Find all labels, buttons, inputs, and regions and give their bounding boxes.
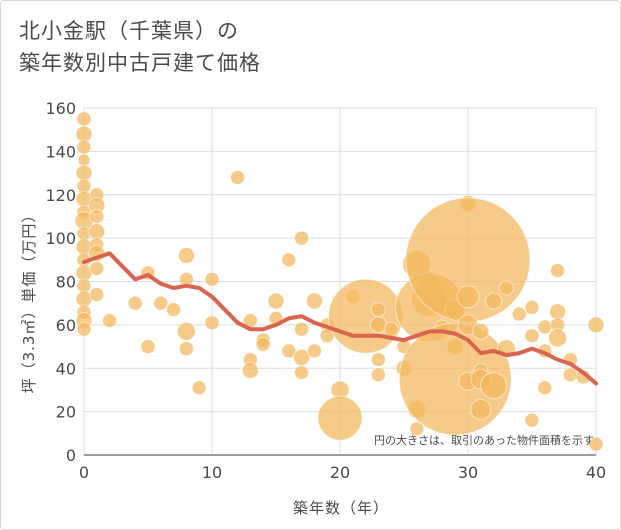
- y-tick-label: 0: [66, 446, 76, 465]
- x-tick-label: 10: [202, 463, 222, 482]
- y-tick-label: 160: [45, 99, 76, 118]
- data-bubble[interactable]: [383, 321, 399, 337]
- data-bubble[interactable]: [548, 328, 568, 348]
- data-bubble[interactable]: [294, 321, 310, 337]
- trend-line: [82, 251, 598, 386]
- data-bubble[interactable]: [537, 319, 553, 335]
- data-bubble[interactable]: [562, 367, 578, 383]
- data-bubble[interactable]: [524, 300, 540, 316]
- data-bubble[interactable]: [537, 380, 553, 396]
- data-bubble[interactable]: [191, 380, 207, 396]
- data-bubble[interactable]: [328, 278, 404, 354]
- data-bubble[interactable]: [241, 361, 259, 379]
- chart-title: 北小金駅（千葉県）の 築年数別中古戸建て価格: [19, 15, 261, 79]
- data-bubble[interactable]: [306, 343, 322, 359]
- data-bubble[interactable]: [77, 153, 91, 167]
- data-bubble[interactable]: [255, 336, 271, 352]
- data-bubble[interactable]: [89, 208, 105, 224]
- data-bubble[interactable]: [470, 398, 492, 420]
- data-bubble[interactable]: [204, 271, 220, 287]
- y-tick-label: 120: [45, 186, 76, 205]
- data-bubble[interactable]: [76, 139, 92, 155]
- x-tick-label: 20: [330, 463, 350, 482]
- data-bubble[interactable]: [267, 292, 285, 310]
- data-bubble[interactable]: [480, 372, 508, 400]
- data-bubble[interactable]: [102, 313, 118, 329]
- data-bubble[interactable]: [166, 302, 182, 318]
- y-axis-title: 坪（3.3㎡）単価（万円）: [20, 207, 38, 394]
- data-bubble[interactable]: [89, 260, 105, 276]
- data-bubble[interactable]: [370, 367, 386, 383]
- data-bubble[interactable]: [317, 395, 363, 441]
- data-bubble[interactable]: [204, 315, 220, 331]
- data-bubble[interactable]: [294, 365, 310, 381]
- data-bubble[interactable]: [498, 280, 514, 296]
- data-bubble[interactable]: [550, 263, 566, 279]
- data-bubble[interactable]: [587, 316, 605, 334]
- data-bubble[interactable]: [511, 306, 527, 322]
- data-bubble[interactable]: [127, 295, 143, 311]
- data-bubble[interactable]: [294, 230, 310, 246]
- y-tick-label: 80: [56, 273, 76, 292]
- y-tick-label: 100: [45, 229, 76, 248]
- data-bubble[interactable]: [76, 111, 92, 127]
- trend-series: [82, 251, 598, 386]
- x-tick-label: 0: [79, 463, 89, 482]
- y-tick-label: 20: [56, 403, 76, 422]
- x-tick-label: 40: [586, 463, 606, 482]
- data-bubble[interactable]: [524, 412, 540, 428]
- data-bubble[interactable]: [456, 285, 480, 309]
- data-bubble[interactable]: [176, 321, 196, 341]
- data-bubble[interactable]: [524, 328, 540, 344]
- data-bubble[interactable]: [230, 169, 246, 185]
- data-bubble[interactable]: [281, 343, 297, 359]
- data-bubble[interactable]: [89, 287, 105, 303]
- y-tick-label: 40: [56, 359, 76, 378]
- data-bubble[interactable]: [76, 321, 92, 337]
- data-bubble[interactable]: [178, 341, 194, 357]
- data-bubble[interactable]: [177, 246, 195, 264]
- data-bubble[interactable]: [472, 322, 490, 340]
- size-legend-note: 円の大きさは、取引のあった物件面積を示す: [374, 433, 594, 447]
- data-bubble[interactable]: [305, 292, 323, 310]
- data-bubble[interactable]: [409, 421, 425, 437]
- y-tick-label: 140: [45, 142, 76, 161]
- axes: 0 20 40 60 80 100 120 140 160 0 10 20 30 40: [45, 99, 606, 482]
- chart-title-line-1: 北小金駅（千葉県）の: [19, 19, 239, 43]
- data-bubble[interactable]: [370, 352, 386, 368]
- data-bubble[interactable]: [153, 295, 169, 311]
- chart-title-line-2: 築年数別中古戸建て価格: [19, 51, 261, 75]
- data-bubble[interactable]: [370, 302, 386, 318]
- y-tick-label: 60: [56, 316, 76, 335]
- x-axis-title: 築年数（年）: [293, 499, 389, 517]
- x-tick-label: 30: [458, 463, 478, 482]
- data-bubble[interactable]: [140, 339, 156, 355]
- data-bubble[interactable]: [588, 436, 604, 452]
- data-bubble[interactable]: [281, 252, 297, 268]
- data-bubble[interactable]: [485, 292, 503, 310]
